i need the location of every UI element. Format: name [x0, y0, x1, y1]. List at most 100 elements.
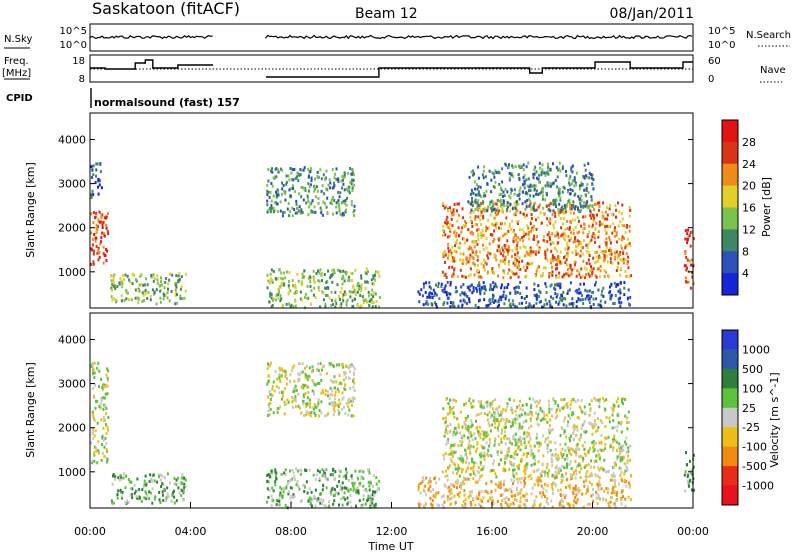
- power-cell: [321, 184, 324, 188]
- velocity-cell: [274, 483, 277, 487]
- power-cell: [492, 240, 495, 244]
- velocity-cell: [107, 416, 110, 419]
- power-cell: [276, 210, 279, 213]
- power-cell: [503, 194, 506, 198]
- power-cell: [334, 172, 337, 176]
- velocity-cell: [184, 484, 187, 488]
- velocity-cell: [294, 395, 297, 399]
- power-cell: [569, 188, 572, 191]
- velocity-cell: [103, 385, 106, 389]
- power-cell: [331, 272, 334, 276]
- power-cell: [558, 161, 561, 165]
- velocity-cell: [468, 399, 471, 403]
- power-cell: [307, 213, 310, 217]
- power-cell: [490, 209, 493, 213]
- power-cell: [110, 279, 113, 283]
- power-cell: [616, 256, 619, 260]
- power-cell: [564, 247, 567, 251]
- velocity-cell: [94, 429, 97, 433]
- power-cell: [288, 188, 291, 192]
- velocity-cell: [572, 448, 574, 452]
- velocity-cell: [334, 390, 337, 394]
- velocity-cell: [494, 425, 497, 429]
- power-cell: [134, 278, 137, 281]
- velocity-cell: [97, 449, 100, 453]
- velocity-cell: [592, 449, 595, 453]
- velocity-cell: [613, 502, 616, 506]
- power-cell: [476, 255, 479, 259]
- velocity-cell: [304, 469, 307, 472]
- power-cell: [468, 245, 471, 249]
- power-cell: [444, 233, 447, 237]
- velocity-cell: [477, 433, 480, 437]
- velocity-cell: [524, 481, 526, 485]
- velocity-cell: [591, 493, 594, 497]
- velocity-cell: [315, 368, 318, 372]
- power-cell: [502, 294, 505, 298]
- power-cell: [483, 234, 486, 237]
- power-cell: [504, 187, 507, 191]
- power-cell: [495, 202, 498, 206]
- velocity-cell: [626, 421, 628, 425]
- power-cell: [316, 170, 319, 174]
- power-cell: [624, 269, 627, 273]
- velocity-cell: [452, 443, 455, 447]
- velocity-cell: [95, 446, 98, 450]
- power-cell: [449, 283, 452, 287]
- power-cell: [609, 225, 612, 229]
- velocity-cell: [555, 410, 558, 414]
- velocity-cell: [562, 474, 565, 478]
- velocity-cell: [278, 376, 281, 380]
- velocity-cell: [303, 484, 306, 488]
- velocity-cell: [309, 398, 311, 402]
- power-cell: [270, 204, 273, 208]
- velocity-cell: [325, 505, 328, 509]
- velocity-cell: [482, 465, 485, 469]
- velocity-cell: [519, 504, 522, 508]
- power-cell: [595, 221, 598, 225]
- power-cell: [574, 205, 577, 209]
- velocity-cell: [619, 456, 622, 460]
- power-cell: [437, 285, 440, 289]
- velocity-cell: [499, 419, 502, 423]
- velocity-cell: [266, 500, 268, 504]
- velocity-cell: [507, 505, 510, 509]
- power-cell: [461, 237, 464, 241]
- velocity-cell: [339, 381, 342, 385]
- colorbar-swatch: [722, 466, 738, 487]
- power-cell: [332, 212, 335, 216]
- power-cell: [454, 259, 457, 263]
- velocity-cell: [548, 407, 551, 411]
- velocity-cell: [367, 494, 370, 498]
- power-cell: [298, 192, 301, 196]
- velocity-cell: [485, 482, 488, 486]
- velocity-cell: [332, 413, 335, 417]
- velocity-cell: [284, 372, 287, 376]
- velocity-cell: [688, 484, 690, 488]
- velocity-cell: [620, 490, 623, 494]
- velocity-cell: [97, 361, 100, 365]
- power-cell: [310, 176, 313, 180]
- power-cell: [561, 205, 564, 209]
- power-cell: [124, 273, 127, 277]
- velocity-cell: [279, 368, 282, 372]
- power-cell: [330, 198, 333, 202]
- velocity-cell: [490, 429, 492, 433]
- velocity-cell: [498, 413, 501, 417]
- velocity-cell: [500, 440, 503, 444]
- sky-left-tick-top: 10^5: [60, 26, 87, 37]
- velocity-cell: [456, 469, 459, 473]
- velocity-cell: [343, 491, 346, 495]
- velocity-cell: [314, 477, 317, 481]
- velocity-cell: [587, 463, 590, 467]
- velocity-cell: [522, 408, 525, 412]
- power-cell: [450, 211, 453, 215]
- power-cell: [587, 251, 590, 254]
- power-cell: [577, 207, 579, 211]
- velocity-cell: [505, 457, 508, 461]
- velocity-cell: [280, 397, 283, 401]
- velocity-cell: [583, 420, 586, 423]
- velocity-cell: [498, 405, 501, 409]
- power-cell: [302, 198, 305, 202]
